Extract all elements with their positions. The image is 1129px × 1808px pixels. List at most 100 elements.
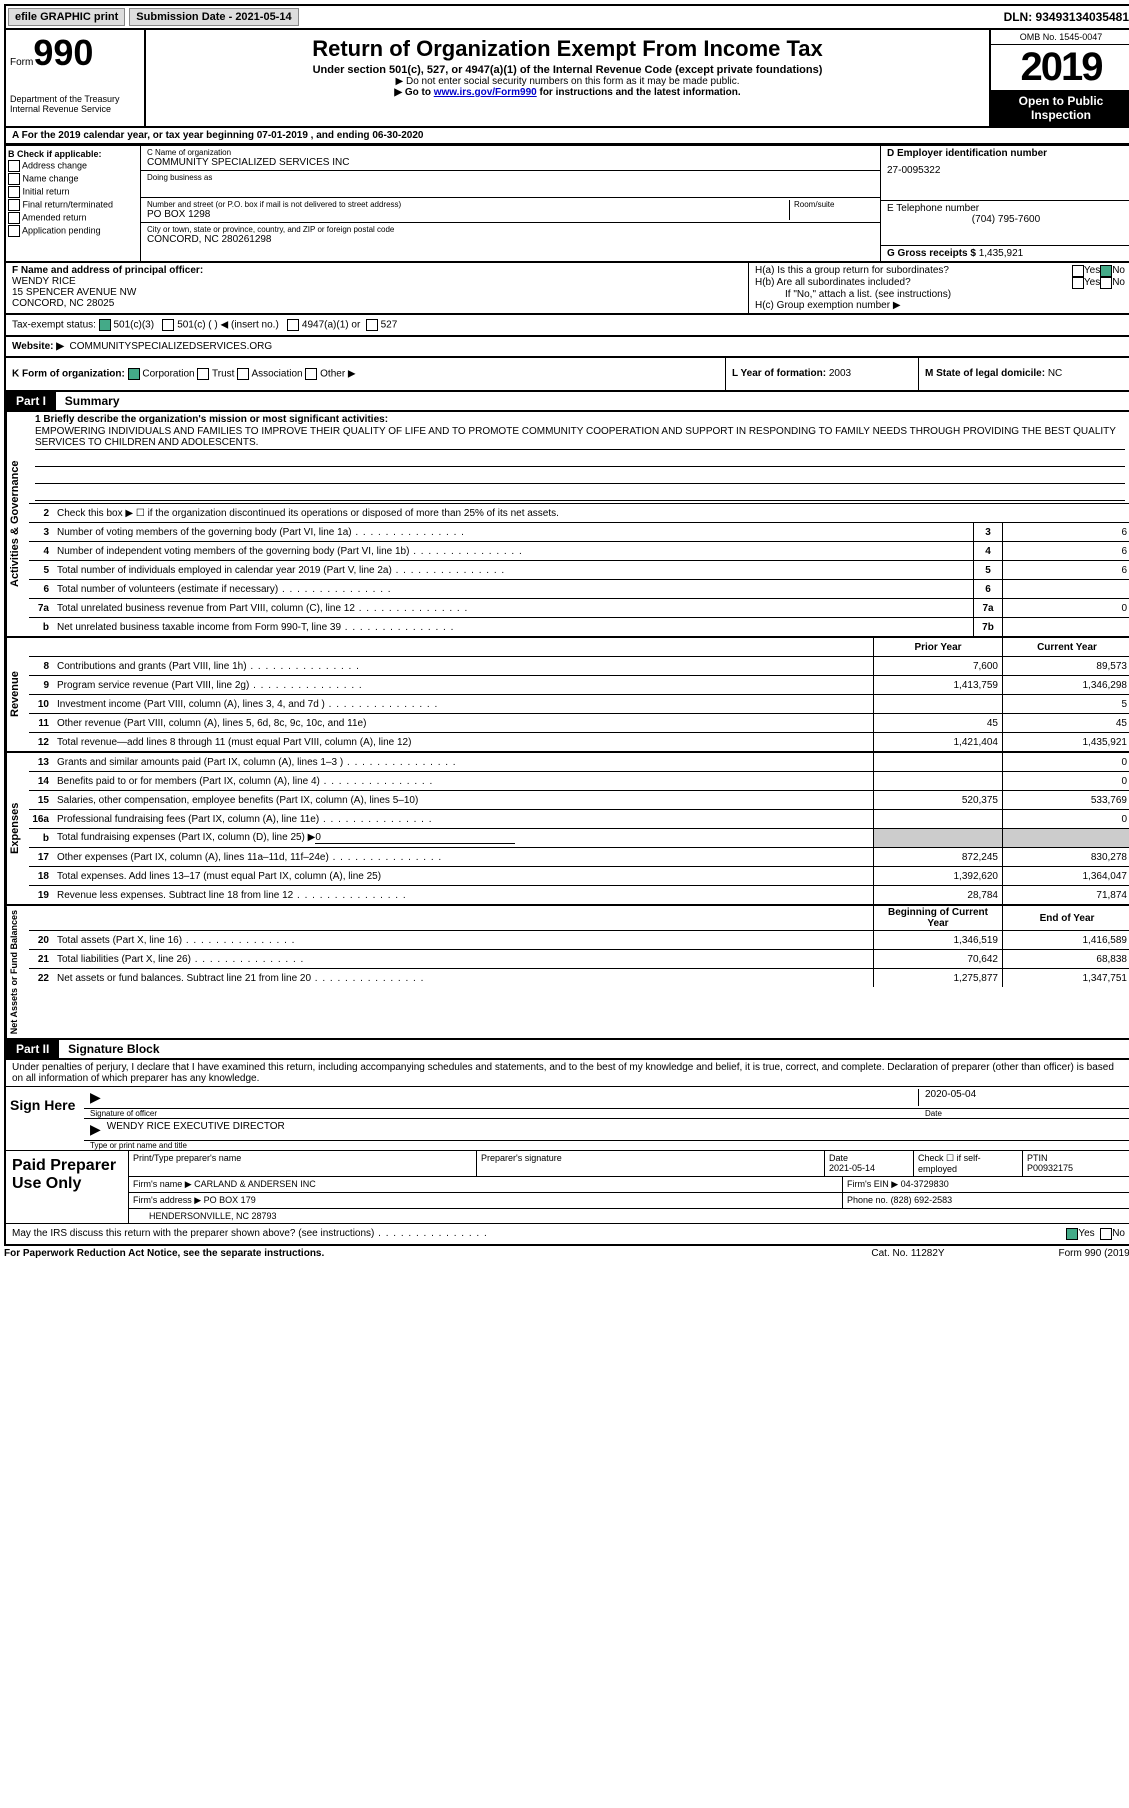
col-de-ein-tel: D Employer identification number 27-0095… [880,146,1129,261]
chk-name[interactable] [8,173,20,185]
col-b-checkboxes: B Check if applicable: Address change Na… [6,146,141,261]
discuss-no[interactable] [1100,1228,1112,1240]
cat-no: Cat. No. 11282Y [833,1248,983,1259]
part1-label: Part I [6,392,56,410]
efile-print-button[interactable]: efile GRAPHIC print [8,8,125,26]
l21-cy: 68,838 [1002,950,1129,968]
row-f-h: F Name and address of principal officer:… [4,263,1129,315]
principal-officer: F Name and address of principal officer:… [6,263,749,313]
submission-date-button[interactable]: Submission Date - 2021-05-14 [129,8,298,26]
section-bcdefg: B Check if applicable: Address change Na… [4,145,1129,263]
state-domicile: NC [1048,368,1062,379]
l16b-val: 0 [315,832,515,844]
chk-assoc[interactable] [237,368,249,380]
l8-cy: 89,573 [1002,657,1129,675]
discuss-yes[interactable] [1066,1228,1078,1240]
l14-py [873,772,1002,790]
l20-py: 1,346,519 [873,931,1002,949]
form-number-box: Form990 Department of the Treasury Inter… [6,30,146,126]
chk-address[interactable] [8,160,20,172]
l17-cy: 830,278 [1002,848,1129,866]
perjury-declaration: Under penalties of perjury, I declare th… [6,1060,1129,1086]
part1-expenses: Expenses 13Grants and similar amounts pa… [4,753,1129,906]
l4-val: 6 [1002,542,1129,560]
l9-py: 1,413,759 [873,676,1002,694]
chk-amended[interactable] [8,212,20,224]
year-formation: 2003 [829,368,851,379]
efile-header: efile GRAPHIC print Submission Date - 20… [4,4,1129,30]
paperwork-notice: For Paperwork Reduction Act Notice, see … [4,1248,833,1259]
l18-py: 1,392,620 [873,867,1002,885]
part1-title: Summary [59,394,120,408]
irs-link[interactable]: www.irs.gov/Form990 [434,87,537,98]
l13-py [873,753,1002,771]
l5-val: 6 [1002,561,1129,579]
form-version: Form 990 (2019) [983,1248,1129,1259]
chk-4947[interactable] [287,319,299,331]
return-title: Return of Organization Exempt From Incom… [150,36,985,62]
l3-val: 6 [1002,523,1129,541]
omb-year-box: OMB No. 1545-0047 2019 Open to Public In… [989,30,1129,126]
mission-text: EMPOWERING INDIVIDUALS AND FAMILIES TO I… [35,425,1125,450]
firm-name: CARLAND & ANDERSEN INC [194,1179,316,1189]
l7a-val: 0 [1002,599,1129,617]
l12-cy: 1,435,921 [1002,733,1129,751]
firm-addr: PO BOX 179 [204,1195,256,1205]
part2-label: Part II [6,1040,59,1058]
l10-py [873,695,1002,713]
firm-phone: (828) 692-2583 [891,1195,953,1205]
firm-ein: 04-3729830 [901,1179,949,1189]
ssn-note: ▶ Do not enter social security numbers o… [150,76,985,87]
irs-label: Internal Revenue Service [10,104,140,114]
part1-activities-governance: Activities & Governance 1 Briefly descri… [4,412,1129,638]
ha-no[interactable] [1100,265,1112,277]
side-exp: Expenses [6,753,29,904]
form-header-block: Form990 Department of the Treasury Inter… [4,30,1129,128]
l13-cy: 0 [1002,753,1129,771]
dln-text: DLN: 93493134035481 [1004,10,1129,24]
side-ag: Activities & Governance [6,412,29,636]
row-j-website: Website: ▶ COMMUNITYSPECIALIZEDSERVICES.… [4,337,1129,358]
part1-revenue: Revenue Prior YearCurrent Year 8Contribu… [4,638,1129,753]
sig-date-val: 2020-05-04 [918,1089,1125,1106]
form-title-box: Return of Organization Exempt From Incom… [146,30,989,126]
l16a-py [873,810,1002,828]
chk-final[interactable] [8,199,20,211]
l19-cy: 71,874 [1002,886,1129,904]
row-klm: K Form of organization: Corporation Trus… [4,358,1129,392]
side-na: Net Assets or Fund Balances [6,906,29,1038]
line-a-tax-year: A For the 2019 calendar year, or tax yea… [4,128,1129,145]
chk-501c3[interactable] [99,319,111,331]
chk-501c[interactable] [162,319,174,331]
l18-cy: 1,364,047 [1002,867,1129,885]
telephone: (704) 795-7600 [887,214,1125,225]
chk-527[interactable] [366,319,378,331]
ha-yes[interactable] [1072,265,1084,277]
chk-initial[interactable] [8,186,20,198]
col-c-name-addr: C Name of organization COMMUNITY SPECIAL… [141,146,1129,261]
l9-cy: 1,346,298 [1002,676,1129,694]
discuss-row: May the IRS discuss this return with the… [6,1223,1129,1244]
firm-addr2: HENDERSONVILLE, NC 28793 [128,1209,1129,1223]
city-state-zip: CONCORD, NC 280261298 [147,234,874,245]
chk-other[interactable] [305,368,317,380]
row-i-tax-exempt: Tax-exempt status: 501(c)(3) 501(c) ( ) … [4,315,1129,337]
l22-py: 1,275,877 [873,969,1002,987]
goto-note: ▶ Go to www.irs.gov/Form990 for instruct… [150,87,985,98]
website-value: COMMUNITYSPECIALIZEDSERVICES.ORG [70,341,273,352]
chk-application[interactable] [8,225,20,237]
ein-value: 27-0095322 [887,165,1125,176]
signature-block: Under penalties of perjury, I declare th… [4,1060,1129,1246]
part2-header-row: Part II Signature Block [4,1040,1129,1060]
hb-no[interactable] [1100,277,1112,289]
l7b-val [1002,618,1129,636]
chk-corp[interactable] [128,368,140,380]
form-label: Form [10,57,33,68]
hb-yes[interactable] [1072,277,1084,289]
prep-date: 2021-05-14 [829,1163,875,1173]
tax-year: 2019 [991,45,1129,90]
l19-py: 28,784 [873,886,1002,904]
chk-trust[interactable] [197,368,209,380]
l11-py: 45 [873,714,1002,732]
l15-cy: 533,769 [1002,791,1129,809]
